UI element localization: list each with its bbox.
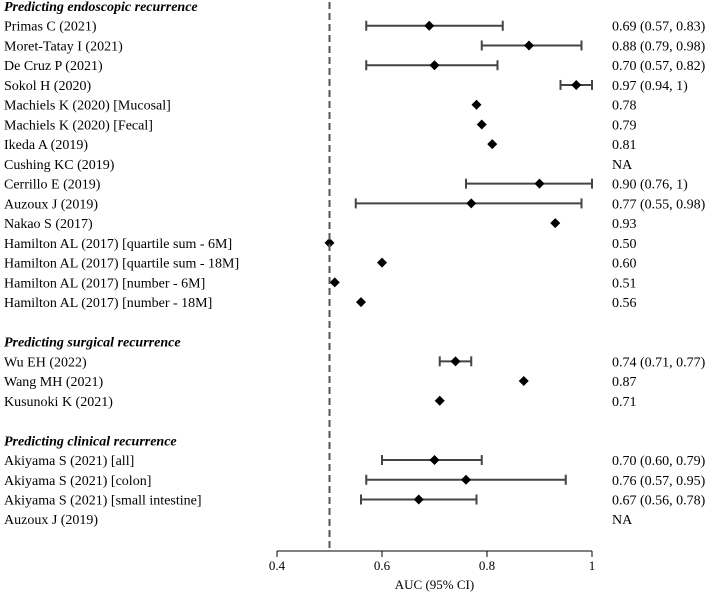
study-label: Hamilton AL (2017) [quartile sum - 18M]	[4, 257, 239, 272]
study-label: Kusunoki K (2021)	[4, 395, 113, 410]
point-estimate-marker	[429, 60, 440, 71]
auc-value-label: 0.81	[612, 138, 637, 153]
forest-row: Hamilton AL (2017) [number - 6M] 0.51	[4, 276, 637, 291]
forest-row: Primas C (2021) 0.69 (0.57, 0.83)	[4, 20, 706, 35]
study-label: Machiels K (2020) [Fecal]	[4, 118, 153, 133]
point-estimate-marker	[487, 139, 498, 150]
point-estimate-marker	[534, 178, 545, 189]
point-estimate-marker	[329, 277, 340, 288]
section-header: Predicting surgical recurrence	[4, 336, 181, 351]
x-tick-label: 0.4	[269, 558, 286, 573]
point-estimate-marker	[471, 99, 482, 110]
auc-value-label: NA	[612, 158, 633, 173]
forest-row: Hamilton AL (2017) [quartile sum - 18M] 0…	[4, 257, 637, 272]
forest-row: Ikeda A (2019) 0.81	[4, 138, 637, 153]
auc-value-label: 0.70 (0.60, 0.79)	[612, 454, 706, 469]
forest-row: Hamilton AL (2017) [number - 18M] 0.56	[4, 296, 637, 311]
point-estimate-marker	[434, 395, 445, 406]
study-label: Wang MH (2021)	[4, 375, 104, 390]
study-label: Hamilton AL (2017) [number - 6M]	[4, 276, 205, 291]
auc-value-label: 0.60	[612, 257, 637, 272]
auc-value-label: 0.79	[612, 118, 637, 133]
rows-layer: Predicting endoscopic recurrence Primas C…	[4, 0, 706, 528]
study-label: Nakao S (2017)	[4, 217, 93, 232]
auc-value-label: NA	[612, 513, 633, 528]
study-label: Ikeda A (2019)	[4, 138, 88, 153]
auc-value-label: 0.78	[612, 99, 637, 114]
forest-row: Machiels K (2020) [Mucosal] 0.78	[4, 99, 637, 114]
study-label: Cerrillo E (2019)	[4, 178, 101, 193]
forest-row: Moret-Tatay I (2021) 0.88 (0.79, 0.98)	[4, 39, 706, 54]
point-estimate-marker	[476, 119, 487, 130]
auc-value-label: 0.50	[612, 237, 637, 252]
forest-row: Wang MH (2021) 0.87	[4, 375, 637, 390]
auc-value-label: 0.70 (0.57, 0.82)	[612, 59, 706, 74]
auc-value-label: 0.76 (0.57, 0.95)	[612, 474, 706, 489]
auc-value-label: 0.74 (0.71, 0.77)	[612, 355, 706, 370]
forest-row: Cerrillo E (2019) 0.90 (0.76, 1)	[4, 178, 688, 193]
x-tick-label: 0.8	[479, 558, 495, 573]
forest-row: Wu EH (2022) 0.74 (0.71, 0.77)	[4, 355, 706, 370]
auc-value-label: 0.56	[612, 296, 637, 311]
study-label: Sokol H (2020)	[4, 79, 91, 94]
point-estimate-marker	[550, 218, 561, 229]
study-label: Primas C (2021)	[4, 20, 97, 35]
forest-row: Nakao S (2017) 0.93	[4, 217, 637, 232]
point-estimate-marker	[429, 455, 440, 466]
study-label: Akiyama S (2021) [colon]	[4, 474, 151, 489]
auc-value-label: 0.67 (0.56, 0.78)	[612, 494, 706, 509]
forest-row: Hamilton AL (2017) [quartile sum - 6M] 0.…	[4, 237, 637, 252]
point-estimate-marker	[413, 494, 424, 505]
study-label: Wu EH (2022)	[4, 355, 87, 370]
auc-value-label: 0.90 (0.76, 1)	[612, 178, 688, 193]
forest-row: Sokol H (2020) 0.97 (0.94, 1)	[4, 79, 688, 94]
forest-row: Kusunoki K (2021) 0.71	[4, 395, 637, 410]
section-header: Predicting clinical recurrence	[4, 434, 177, 449]
point-estimate-marker	[466, 198, 477, 209]
study-label: Auzoux J (2019)	[4, 513, 98, 528]
auc-value-label: 0.51	[612, 276, 637, 291]
auc-value-label: 0.97 (0.94, 1)	[612, 79, 688, 94]
auc-value-label: 0.93	[612, 217, 637, 232]
x-axis: 0.4 0.6 0.8 1	[269, 550, 596, 573]
auc-value-label: 0.88 (0.79, 0.98)	[612, 39, 706, 54]
study-label: Auzoux J (2019)	[4, 197, 98, 212]
study-label: Machiels K (2020) [Mucosal]	[4, 99, 171, 114]
x-tick-label: 1	[589, 558, 596, 573]
forest-row: Machiels K (2020) [Fecal] 0.79	[4, 118, 637, 133]
point-estimate-marker	[461, 474, 471, 485]
forest-row: Auzoux J (2019) 0.77 (0.55, 0.98)	[4, 197, 706, 212]
point-estimate-marker	[424, 20, 435, 31]
forest-row: Cushing KC (2019) NA	[4, 158, 633, 173]
section-header: Predicting endoscopic recurrence	[4, 0, 198, 15]
study-label: De Cruz P (2021)	[4, 59, 103, 74]
auc-value-label: 0.77 (0.55, 0.98)	[612, 197, 706, 212]
point-estimate-marker	[356, 297, 366, 308]
study-label: Hamilton AL (2017) [quartile sum - 6M]	[4, 237, 232, 252]
auc-value-label: 0.69 (0.57, 0.83)	[612, 20, 706, 35]
point-estimate-marker	[324, 237, 335, 248]
study-label: Akiyama S (2021) [small intestine]	[4, 494, 202, 509]
point-estimate-marker	[571, 79, 582, 90]
forest-row: De Cruz P (2021) 0.70 (0.57, 0.82)	[4, 59, 706, 74]
point-estimate-marker	[518, 376, 529, 387]
forest-row: Akiyama S (2021) [small intestine] 0.67 (…	[4, 494, 706, 509]
x-axis-label: AUC (95% CI)	[395, 577, 474, 592]
x-tick-label: 0.6	[374, 558, 391, 573]
point-estimate-marker	[450, 356, 461, 367]
study-label: Cushing KC (2019)	[4, 158, 115, 173]
point-estimate-marker	[524, 40, 534, 51]
forest-row: Akiyama S (2021) [colon] 0.76 (0.57, 0.95…	[4, 474, 706, 489]
auc-value-label: 0.71	[612, 395, 637, 410]
study-label: Hamilton AL (2017) [number - 18M]	[4, 296, 212, 311]
point-estimate-marker	[377, 257, 387, 268]
forest-row: Akiyama S (2021) [all] 0.70 (0.60, 0.79)	[4, 454, 706, 469]
study-label: Akiyama S (2021) [all]	[4, 454, 134, 469]
study-label: Moret-Tatay I (2021)	[4, 39, 123, 54]
auc-value-label: 0.87	[612, 375, 637, 390]
forest-row: Auzoux J (2019) NA	[4, 513, 633, 528]
